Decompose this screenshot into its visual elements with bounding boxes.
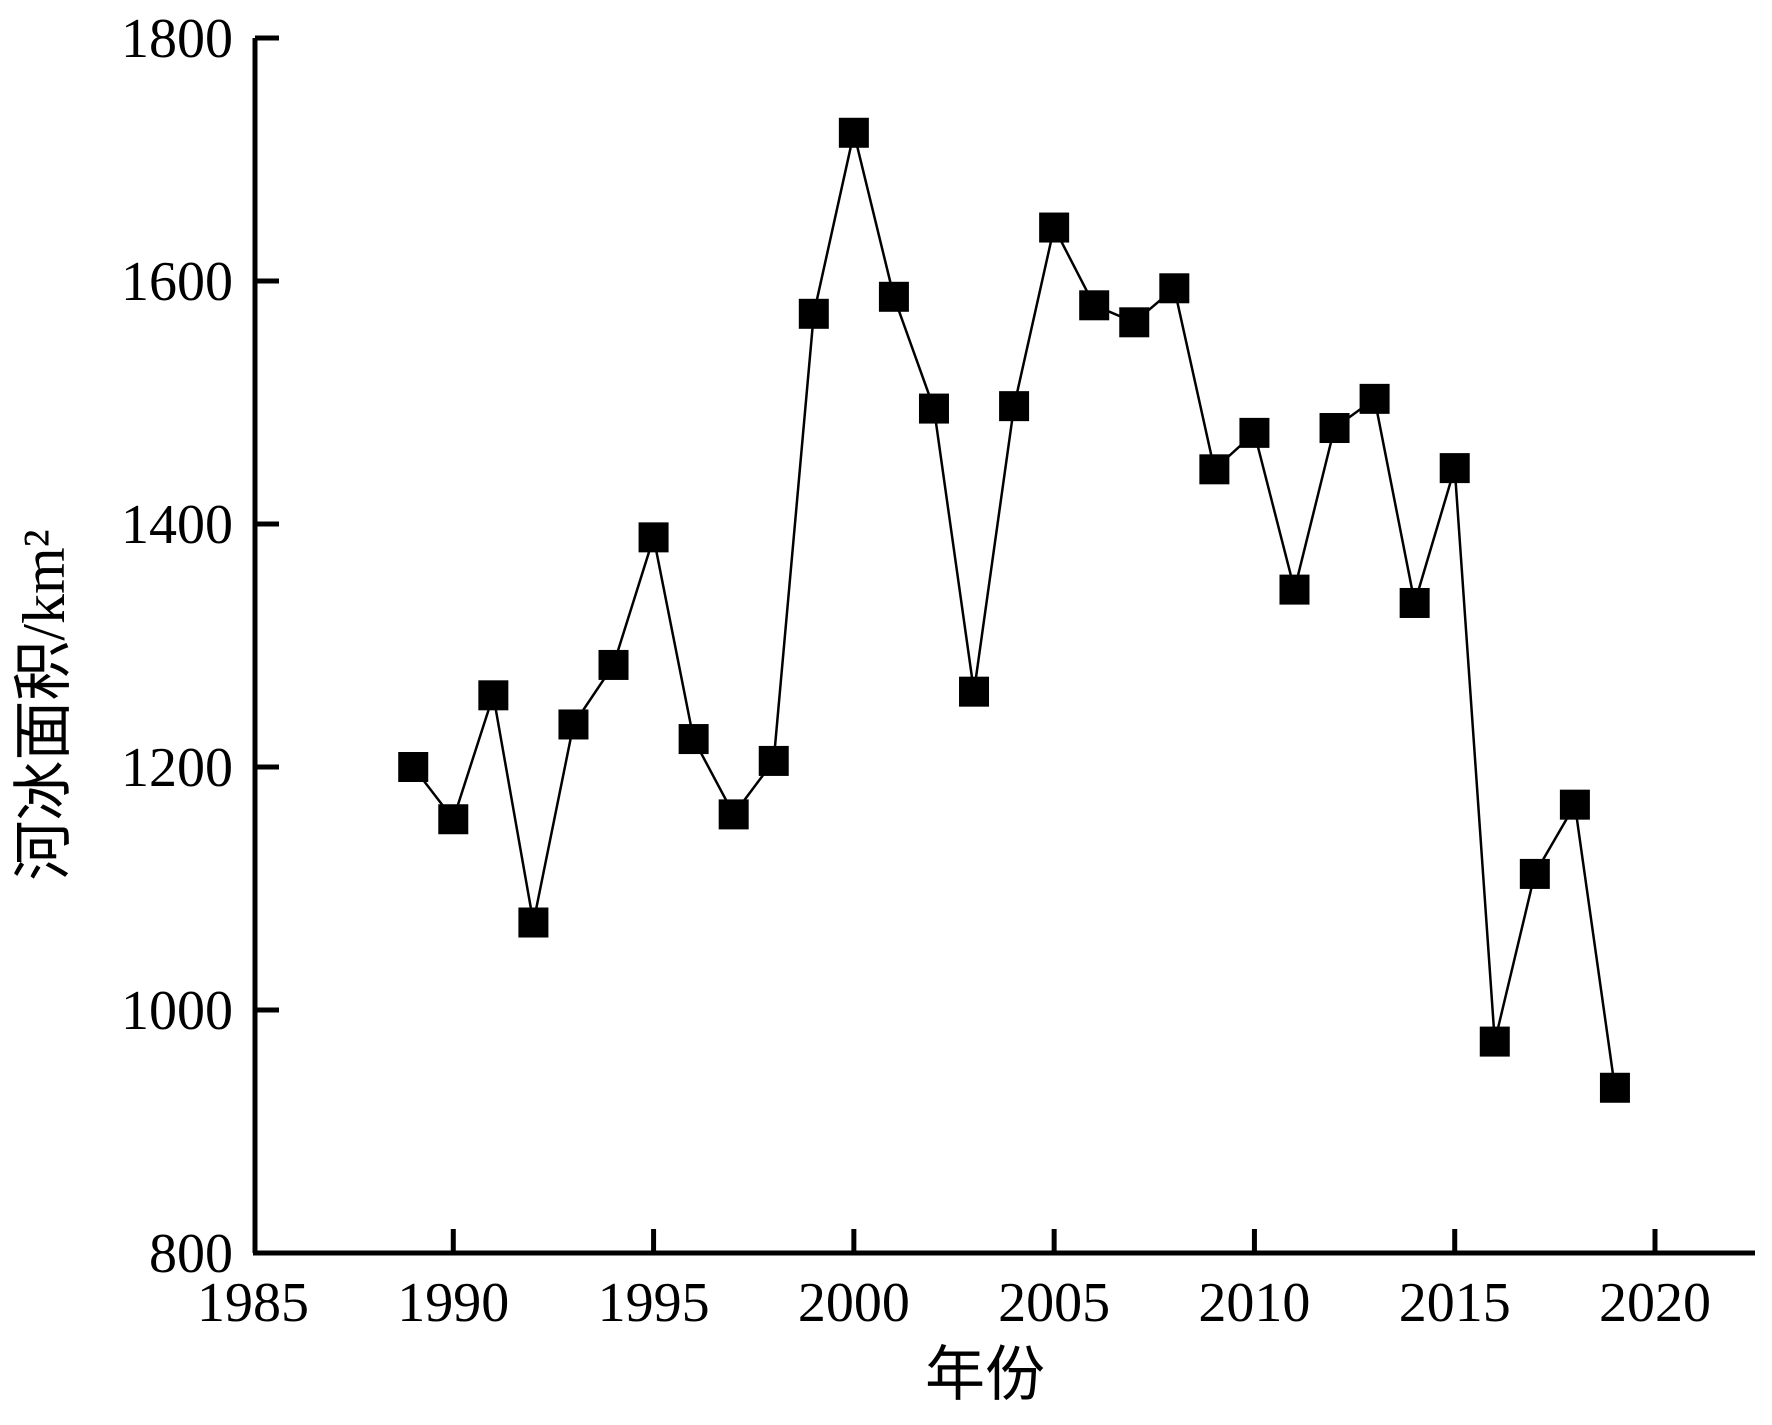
y-tick-label-1800: 1800 [121, 8, 233, 70]
x-tick-label-2010: 2010 [1198, 1272, 1310, 1334]
data-point-1991 [478, 680, 509, 711]
data-point-2017 [1519, 858, 1550, 889]
data-point-2006 [1079, 290, 1110, 321]
y-tick-label-1400: 1400 [121, 494, 233, 556]
y-tick-label-1600: 1600 [121, 251, 233, 313]
axes [252, 38, 1755, 1256]
data-point-2018 [1559, 789, 1590, 820]
data-point-2004 [999, 391, 1030, 422]
data-point-2000 [838, 117, 869, 148]
x-tick-label-1990: 1990 [397, 1272, 509, 1334]
series [398, 117, 1630, 1103]
data-point-2005 [1039, 212, 1070, 243]
y-tick-label-1200: 1200 [121, 737, 233, 799]
data-point-2009 [1199, 454, 1230, 485]
data-point-2007 [1119, 307, 1150, 338]
data-point-2012 [1319, 413, 1350, 444]
data-point-2014 [1399, 587, 1430, 618]
data-point-2015 [1439, 453, 1470, 484]
data-point-2019 [1599, 1072, 1630, 1103]
y-tick-label-800: 800 [149, 1223, 233, 1285]
data-point-1998 [758, 745, 789, 776]
series-line-0 [412, 132, 1617, 1088]
y-axis-title: 河冰面积/km² [11, 529, 77, 880]
data-point-1990 [438, 804, 469, 835]
data-point-1996 [678, 724, 709, 755]
y-tick-label-1000: 1000 [121, 980, 233, 1042]
data-point-1995 [638, 522, 669, 553]
data-point-1993 [558, 709, 589, 740]
data-point-2011 [1279, 574, 1310, 605]
data-point-2016 [1479, 1026, 1510, 1057]
data-point-2010 [1239, 417, 1270, 448]
x-tick-label-2000: 2000 [798, 1272, 910, 1334]
data-point-2013 [1359, 383, 1390, 414]
x-tick-label-2015: 2015 [1399, 1272, 1511, 1334]
data-point-2003 [959, 676, 990, 707]
data-point-2002 [918, 393, 949, 424]
x-tick-label-2005: 2005 [998, 1272, 1110, 1334]
x-tick-label-1995: 1995 [598, 1272, 710, 1334]
data-point-1992 [518, 907, 549, 938]
data-point-1999 [798, 298, 829, 329]
data-point-2008 [1159, 273, 1190, 304]
tick-labels: 800 1000 1200 1400 1600 1800 1985 1990 1995 2000 2… [121, 8, 1711, 1334]
tick-marks [255, 35, 1658, 1256]
data-point-1989 [398, 752, 429, 782]
data-point-2001 [878, 281, 909, 312]
data-point-1994 [598, 649, 629, 680]
x-tick-label-2020: 2020 [1599, 1272, 1711, 1334]
x-tick-label-1985: 1985 [197, 1272, 309, 1334]
data-point-1997 [718, 799, 749, 830]
x-axis-title: 年份 [925, 1342, 1045, 1408]
